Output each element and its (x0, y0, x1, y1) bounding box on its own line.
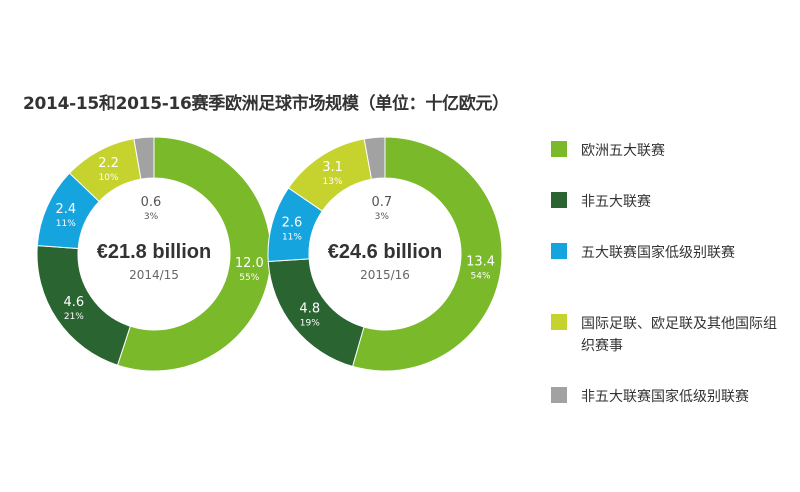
slice-percent-label: 13% (323, 177, 343, 187)
donut-slice-eu-big5 (116, 136, 272, 372)
slice-percent-label: 11% (282, 232, 302, 242)
donut-slice-non-big5-lower (363, 136, 386, 180)
slice-percent-label: 3% (144, 212, 159, 222)
legend-swatch (551, 141, 567, 157)
slice-percent-label: 11% (56, 219, 76, 229)
center-season-label: 2015/16 (360, 268, 410, 282)
slice-percent-label: 55% (239, 273, 259, 283)
slice-value-label: 13.4 (466, 255, 495, 270)
donut-slice-non-big5-lower (133, 136, 155, 180)
legend-item-non-big5-lower: 非五大联赛国家低级别联赛 (551, 386, 781, 408)
slice-value-label: 2.4 (55, 202, 76, 217)
slice-value-label: 2.2 (98, 156, 119, 171)
legend-label: 欧洲五大联赛 (581, 143, 665, 159)
legend-item-international: 国际足联、欧足联及其他国际组织赛事 (551, 313, 777, 357)
legend-swatch (551, 192, 567, 208)
slice-value-label: 2.6 (282, 215, 303, 230)
slice-value-label: 0.6 (141, 195, 162, 210)
slice-value-label: 3.1 (322, 160, 343, 175)
center-total-value: €24.6 billion (328, 241, 442, 263)
slice-value-label: 12.0 (235, 256, 264, 271)
legend-label: 非五大联赛国家低级别联赛 (581, 389, 749, 405)
slice-value-label: 4.8 (299, 301, 320, 316)
center-total-value: €21.8 billion (97, 241, 211, 263)
slice-value-label: 4.6 (64, 295, 85, 310)
slice-percent-label: 10% (99, 173, 119, 183)
legend-swatch (551, 314, 567, 330)
donut-slice-eu-big5 (351, 136, 503, 372)
legend-label: 国际足联、欧足联及其他国际组织赛事 (581, 316, 777, 354)
legend-label: 五大联赛国家低级别联赛 (581, 245, 735, 261)
legend-item-big5-lower: 五大联赛国家低级别联赛 (551, 242, 781, 264)
slice-percent-label: 54% (471, 272, 491, 282)
chart-title: 2014-15和2015-16赛季欧洲足球市场规模（单位：十亿欧元） (23, 94, 509, 114)
slice-percent-label: 3% (375, 212, 390, 222)
slice-percent-label: 19% (300, 318, 320, 328)
legend-item-eu-big5: 欧洲五大联赛 (551, 140, 781, 162)
legend-label: 非五大联赛 (581, 194, 651, 210)
legend-item-non-big5: 非五大联赛 (551, 191, 781, 213)
center-season-label: 2014/15 (129, 268, 179, 282)
legend-swatch (551, 243, 567, 259)
legend-swatch (551, 387, 567, 403)
slice-percent-label: 21% (64, 312, 84, 322)
slice-value-label: 0.7 (371, 195, 392, 210)
